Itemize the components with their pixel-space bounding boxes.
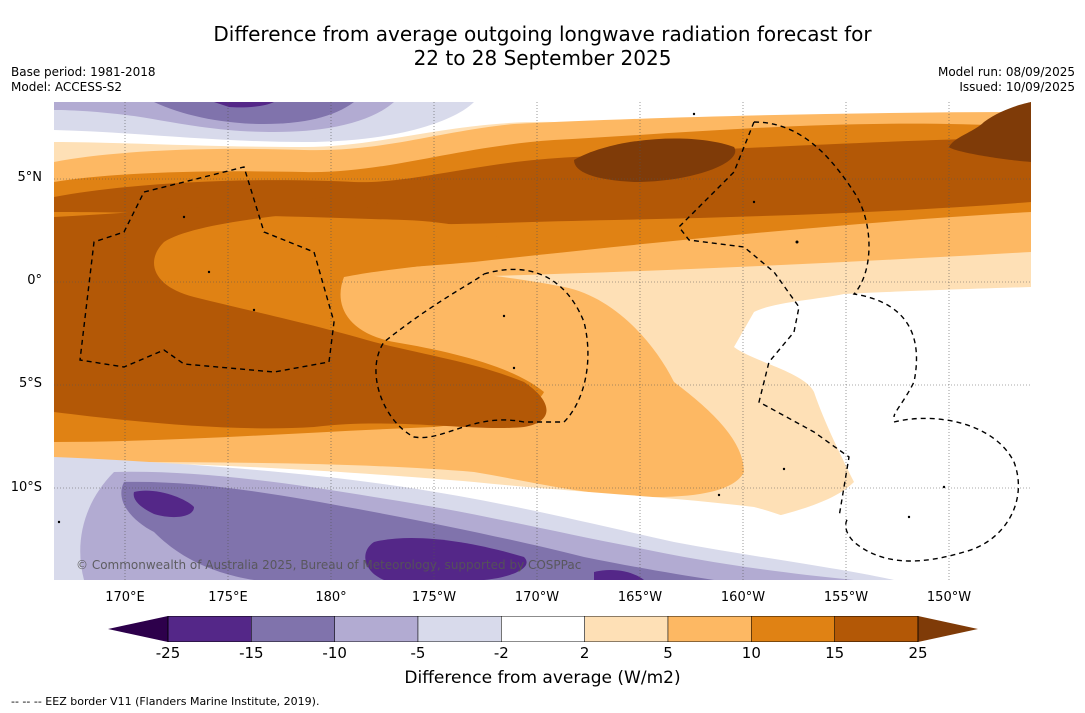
- meta-left: Base period: 1981-2018 Model: ACCESS-S2: [11, 65, 156, 95]
- colorbar-tick-label: 10: [741, 644, 761, 662]
- band-minus15-south-3: [594, 569, 644, 580]
- issued-date: Issued: 10/09/2025: [959, 80, 1075, 94]
- copyright-notice: © Commonwealth of Australia 2025, Bureau…: [76, 558, 582, 572]
- neutral-region-east: [734, 287, 1031, 580]
- lon-label-175w: 175°W: [411, 590, 457, 605]
- lon-label-170e: 170°E: [105, 590, 145, 605]
- colorbar-graphic: [108, 615, 978, 643]
- colorbar-tick-label: 5: [663, 644, 673, 662]
- lon-label-175e: 175°E: [208, 590, 248, 605]
- colorbar-tick-label: -5: [410, 644, 426, 662]
- lon-label-155w: 155°W: [823, 590, 869, 605]
- colorbar-cell: [251, 615, 335, 643]
- eez-line-islands-west: [678, 121, 850, 518]
- eez-line-islands: [753, 121, 918, 418]
- title-line-1: Difference from average outgoing longwav…: [213, 22, 872, 46]
- lon-label-160w: 160°W: [720, 590, 766, 605]
- base-period: Base period: 1981-2018: [11, 65, 156, 79]
- colorbar-over-arrow: [918, 616, 978, 642]
- title-line-2: 22 to 28 September 2025: [413, 46, 672, 70]
- lon-label-170w: 170°W: [514, 590, 560, 605]
- colorbar-label: Difference from average (W/m2): [404, 668, 681, 688]
- colorbar-tick-label: 15: [825, 644, 845, 662]
- eez-kiribati-gilberts: [79, 166, 335, 373]
- colorbar-cell: [751, 615, 835, 643]
- colorbar-cell: [334, 615, 419, 643]
- colorbar-cell: [667, 615, 752, 643]
- colorbar-tick-label: -2: [493, 644, 509, 662]
- band-plus25-northeast: [949, 102, 1031, 162]
- map-panel: [54, 102, 1031, 580]
- colorbar-tick-label: -10: [322, 644, 347, 662]
- eez-legend: -- -- -- EEZ border V11 (Flanders Marine…: [11, 695, 320, 708]
- colorbar-tick-label: 2: [579, 644, 590, 662]
- lon-label-165w: 165°W: [617, 590, 663, 605]
- colorbar-tick-label: -25: [155, 644, 181, 662]
- band-plus25-north: [574, 138, 736, 182]
- colorbar-tick-label: 25: [908, 644, 928, 662]
- band-minus10-south: [121, 481, 714, 580]
- colorbar: [108, 615, 978, 646]
- eez-tuvalu-tokelau: [375, 268, 589, 439]
- lat-label-10s: 10°S: [10, 480, 42, 495]
- colorbar-cell: [834, 615, 919, 643]
- lon-label-180: 180°: [315, 590, 347, 605]
- band-plus15-central: [54, 197, 547, 429]
- lat-label-0: 0°: [27, 273, 42, 288]
- graticule: [54, 102, 1031, 580]
- colorbar-cell: [584, 615, 669, 643]
- band-minus15-north: [214, 102, 274, 108]
- colorbar-tick-label: -15: [239, 644, 264, 662]
- island-dots: [57, 112, 946, 524]
- colorbar-under-arrow: [108, 616, 168, 642]
- eez-borders: [79, 121, 1019, 562]
- colorbar-cell: [417, 615, 502, 643]
- map-title: Difference from average outgoing longwav…: [0, 22, 1085, 70]
- colorbar-cell: [501, 615, 585, 643]
- model-name: Model: ACCESS-S2: [11, 80, 123, 94]
- lat-label-5s: 5°S: [18, 376, 42, 391]
- model-run: Model run: 08/09/2025: [937, 65, 1075, 79]
- colorbar-cell: [167, 615, 252, 643]
- band-minus15-south-2: [365, 537, 527, 580]
- olr-anomaly-map: [54, 102, 1031, 580]
- colorbar-cells: [167, 615, 919, 643]
- lat-label-5n: 5°N: [17, 170, 43, 185]
- band-minus15-south: [133, 490, 194, 518]
- meta-right: Model run: 08/09/2025 Issued: 10/09/2025: [938, 65, 1075, 95]
- lon-label-150w: 150°W: [926, 590, 972, 605]
- band-minus10-north: [154, 102, 354, 124]
